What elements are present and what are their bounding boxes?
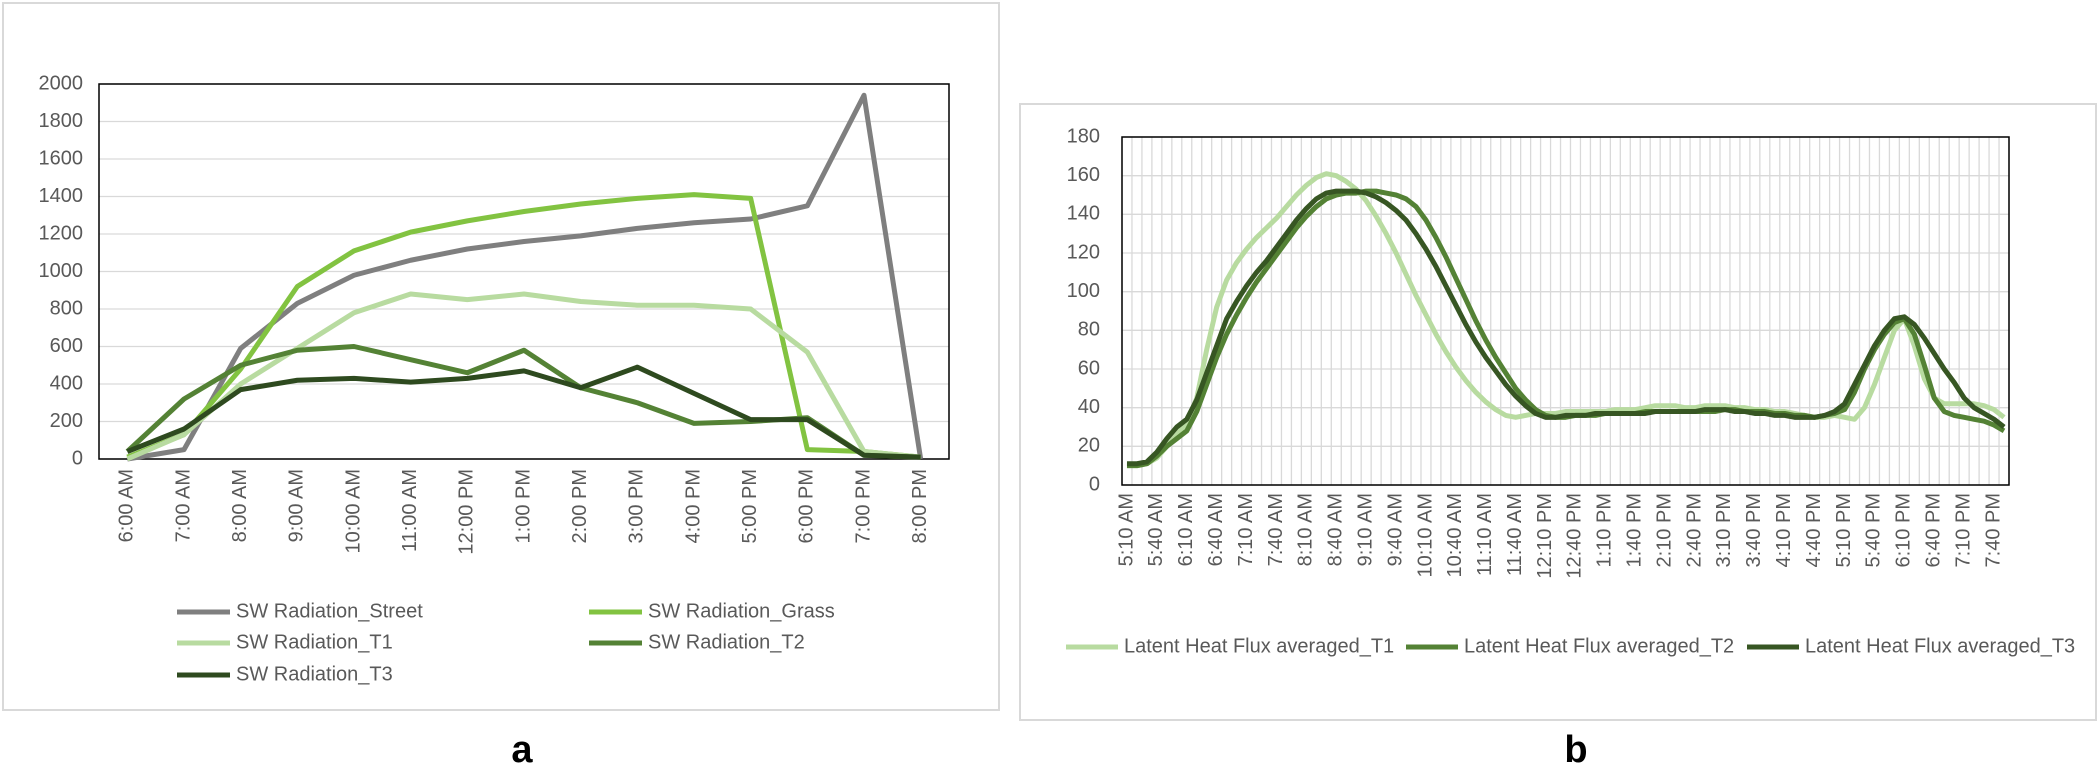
legend-label: SW Radiation_T1 <box>236 631 393 653</box>
y-tick-label: 1000 <box>39 260 84 282</box>
y-tick-label: 180 <box>1067 125 1100 147</box>
legend-label: SW Radiation_T3 <box>236 663 393 685</box>
y-tick-label: 400 <box>50 372 83 394</box>
x-tick-label: 5:00 PM <box>739 469 761 543</box>
y-tick-label: 0 <box>1089 473 1100 495</box>
y-tick-label: 1800 <box>39 110 84 132</box>
x-tick-label: 10:40 AM <box>1444 493 1466 578</box>
x-tick-label: 9:10 AM <box>1354 493 1376 566</box>
x-tick-label: 11:40 AM <box>1504 493 1526 576</box>
x-tick-label: 3:00 PM <box>626 469 648 543</box>
y-tick-label: 140 <box>1067 203 1100 225</box>
legend-label: Latent Heat Flux averaged_T2 <box>1464 635 1734 657</box>
y-tick-label: 1200 <box>39 222 84 244</box>
plot-frame <box>1121 136 2010 486</box>
legend-label: Latent Heat Flux averaged_T3 <box>1805 635 2075 657</box>
y-tick-label: 0 <box>72 447 83 469</box>
series-line <box>126 364 921 460</box>
x-tick-label: 6:10 AM <box>1175 493 1197 566</box>
x-tick-label: 6:10 PM <box>1893 493 1915 567</box>
y-tick-label: 600 <box>50 335 83 357</box>
legend-label: SW Radiation_Street <box>236 600 423 622</box>
x-tick-label: 12:00 PM <box>456 469 478 555</box>
x-tick-label: 7:00 AM <box>172 469 194 542</box>
plot-frame <box>98 83 950 460</box>
series-line <box>126 92 924 462</box>
y-tick-label: 160 <box>1067 164 1100 186</box>
series-line <box>1126 171 2006 469</box>
x-tick-label: 11:00 AM <box>399 469 421 552</box>
x-tick-label: 8:00 AM <box>229 469 251 542</box>
x-tick-label: 5:40 PM <box>1863 493 1885 567</box>
x-tick-label: 8:00 PM <box>909 469 931 543</box>
x-tick-label: 3:10 PM <box>1713 493 1735 567</box>
x-tick-label: 8:10 AM <box>1295 493 1317 566</box>
y-tick-label: 800 <box>50 297 83 319</box>
y-tick-label: 2000 <box>39 72 84 94</box>
x-tick-label: 4:00 PM <box>682 469 704 543</box>
y-tick-label: 40 <box>1078 396 1100 418</box>
x-tick-label: 12:40 PM <box>1564 493 1586 579</box>
y-tick-label: 60 <box>1078 357 1100 379</box>
panel-label: a <box>511 729 533 769</box>
x-tick-label: 11:10 AM <box>1474 493 1496 576</box>
x-tick-label: 6:00 PM <box>796 469 818 543</box>
x-tick-label: 5:10 PM <box>1833 493 1855 567</box>
y-tick-label: 200 <box>50 410 83 432</box>
x-tick-label: 2:40 PM <box>1683 493 1705 567</box>
x-tick-label: 7:00 PM <box>852 469 874 543</box>
y-tick-label: 20 <box>1078 435 1100 457</box>
series-line <box>126 291 921 462</box>
legend-label: SW Radiation_T2 <box>648 631 805 653</box>
x-tick-label: 1:10 PM <box>1594 493 1616 567</box>
x-tick-label: 7:40 PM <box>1982 493 2004 567</box>
y-tick-label: 1400 <box>39 185 84 207</box>
x-tick-label: 6:40 PM <box>1923 493 1945 567</box>
x-tick-label: 5:40 AM <box>1145 493 1167 566</box>
x-tick-label: 7:10 PM <box>1952 493 1974 567</box>
x-tick-label: 4:40 PM <box>1803 493 1825 567</box>
x-tick-label: 12:10 PM <box>1534 493 1556 579</box>
x-tick-label: 8:40 AM <box>1325 493 1347 566</box>
x-tick-label: 7:40 AM <box>1265 493 1287 566</box>
x-tick-label: 2:00 PM <box>569 469 591 543</box>
x-tick-label: 9:40 AM <box>1384 493 1406 566</box>
x-tick-label: 10:00 AM <box>342 469 364 554</box>
y-tick-label: 1600 <box>39 147 84 169</box>
y-tick-label: 80 <box>1078 319 1100 341</box>
legend-label: Latent Heat Flux averaged_T1 <box>1124 635 1394 657</box>
series-line <box>126 192 921 460</box>
x-tick-label: 10:10 AM <box>1414 493 1436 578</box>
x-tick-label: 6:40 AM <box>1205 493 1227 566</box>
y-tick-label: 100 <box>1067 280 1100 302</box>
x-tick-label: 1:00 PM <box>512 469 534 543</box>
x-tick-label: 3:40 PM <box>1743 493 1765 567</box>
x-tick-label: 1:40 PM <box>1624 493 1646 567</box>
x-tick-label: 5:10 AM <box>1115 493 1137 566</box>
chart-a-frame <box>2 2 1000 711</box>
legend-label: SW Radiation_Grass <box>648 600 835 622</box>
x-tick-label: 4:10 PM <box>1773 493 1795 567</box>
panel-label: b <box>1564 729 1587 769</box>
series-line <box>1126 188 2006 467</box>
x-tick-label: 6:00 AM <box>116 469 138 542</box>
x-tick-label: 2:10 PM <box>1653 493 1675 567</box>
y-tick-label: 120 <box>1067 241 1100 263</box>
x-tick-label: 9:00 AM <box>286 469 308 542</box>
x-tick-label: 7:10 AM <box>1235 493 1257 566</box>
